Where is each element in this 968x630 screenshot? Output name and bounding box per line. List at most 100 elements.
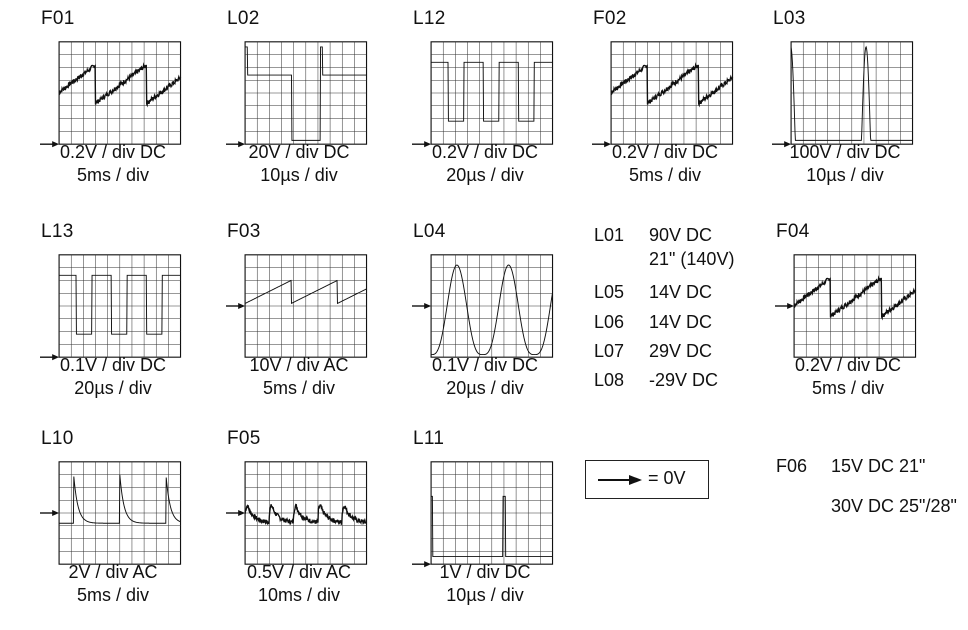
graticule bbox=[430, 461, 554, 565]
legend-text: = 0V bbox=[648, 468, 686, 488]
dc-value: 14V DC bbox=[649, 282, 713, 302]
zero-level-arrow-icon bbox=[592, 141, 612, 148]
graticule bbox=[790, 41, 914, 145]
graticule bbox=[793, 254, 917, 358]
volts-per-div: 0.1V / div DC bbox=[431, 355, 539, 375]
dc-id: L05 bbox=[594, 282, 625, 302]
waveform-trace bbox=[58, 62, 182, 108]
zero-level-arrow-icon bbox=[412, 141, 432, 148]
time-per-div: 20µs / div bbox=[446, 378, 524, 398]
scope-label: L12 bbox=[413, 8, 446, 29]
time-per-div: 20µs / div bbox=[74, 378, 152, 398]
graticule bbox=[244, 254, 368, 358]
scope-label: L03 bbox=[773, 8, 806, 29]
waveform-trace bbox=[59, 474, 181, 524]
scope-label: L04 bbox=[413, 221, 446, 242]
arrow-right-icon bbox=[598, 475, 642, 485]
volts-per-div: 20V / div DC bbox=[248, 142, 350, 162]
volts-per-div: 0.2V / div DC bbox=[611, 142, 719, 162]
dc-value: 29V DC bbox=[649, 341, 713, 361]
time-per-div: 10µs / div bbox=[446, 585, 524, 605]
oscilloscope-screen bbox=[412, 254, 554, 358]
dc-id: L06 bbox=[594, 312, 625, 332]
waveform-trace bbox=[610, 62, 734, 108]
scope-l13: L13 0.1V / div DC 20µs / div bbox=[40, 221, 240, 423]
scope-label: L13 bbox=[41, 221, 74, 242]
scope-f05: F05 0.5V / div AC 10ms / div bbox=[226, 428, 426, 630]
waveform-trace bbox=[245, 46, 367, 141]
scope-l12: L12 0.2V / div DC 20µs / div bbox=[412, 8, 612, 210]
zero-level-arrow-icon bbox=[226, 302, 246, 310]
oscilloscope-screen bbox=[40, 461, 182, 565]
waveform-trace bbox=[790, 45, 913, 141]
volts-per-div: 1V / div DC bbox=[439, 562, 531, 582]
scope-f03: F03 10V / div AC 5ms / div bbox=[226, 221, 426, 423]
dc-value: 21" (140V) bbox=[649, 249, 735, 269]
oscilloscope-screen bbox=[775, 254, 917, 358]
time-per-div: 5ms / div bbox=[628, 165, 702, 185]
scope-label: L02 bbox=[227, 8, 260, 29]
time-per-div: 10µs / div bbox=[806, 165, 884, 185]
waveform-trace bbox=[244, 279, 367, 305]
volts-per-div: 100V / div DC bbox=[789, 142, 901, 162]
volts-per-div: 10V / div AC bbox=[249, 355, 349, 375]
oscilloscope-screen bbox=[40, 41, 182, 148]
zero-level-arrow-icon bbox=[226, 509, 246, 517]
scope-f04: F04 0.2V / div DC 5ms / div bbox=[775, 221, 968, 423]
f06-value-21: 15V DC 21" bbox=[831, 456, 926, 476]
zero-level-arrow-icon bbox=[226, 141, 246, 148]
f06-value-25-28: 30V DC 25"/28" bbox=[831, 496, 957, 516]
zero-level-arrow-icon bbox=[40, 354, 60, 361]
time-per-div: 10ms / div bbox=[257, 585, 341, 605]
scope-label: F03 bbox=[227, 221, 261, 242]
scope-label: F04 bbox=[776, 221, 810, 242]
graticule bbox=[430, 254, 554, 358]
scope-l03: L03 100V / div DC 10µs / div bbox=[772, 8, 968, 210]
zero-level-arrow-icon bbox=[40, 509, 60, 517]
volts-per-div: 2V / div AC bbox=[68, 562, 158, 582]
scope-l10: L10 2V / div AC 5ms / div bbox=[40, 428, 240, 630]
time-per-div: 5ms / div bbox=[811, 378, 885, 398]
graticule bbox=[430, 41, 554, 145]
scope-label: L11 bbox=[413, 428, 445, 449]
zero-level-arrow-icon bbox=[772, 141, 792, 148]
oscilloscope-screen bbox=[592, 41, 734, 148]
f06-id: F06 bbox=[776, 456, 808, 476]
time-per-div: 5ms / div bbox=[76, 165, 150, 185]
scope-label: F05 bbox=[227, 428, 261, 449]
volts-per-div: 0.2V / div DC bbox=[59, 142, 167, 162]
dc-value: -29V DC bbox=[649, 370, 719, 390]
oscilloscope-screen bbox=[226, 254, 368, 358]
graticule bbox=[244, 41, 368, 145]
scope-label: L10 bbox=[41, 428, 74, 449]
zero-volt-legend: = 0V bbox=[585, 460, 709, 499]
volts-per-div: 0.5V / div AC bbox=[246, 562, 352, 582]
scope-label: F01 bbox=[41, 8, 75, 29]
waveform-trace bbox=[431, 61, 553, 122]
graticule bbox=[58, 254, 182, 358]
volts-per-div: 0.2V / div DC bbox=[431, 142, 539, 162]
scope-f02: F02 0.2V / div DC 5ms / div bbox=[592, 8, 792, 210]
waveform-trace bbox=[431, 264, 554, 356]
dc-id: L01 bbox=[594, 225, 625, 245]
dc-value: 14V DC bbox=[649, 312, 713, 332]
waveform-trace bbox=[59, 274, 181, 335]
oscilloscope-screen bbox=[226, 461, 368, 565]
scope-l11: L11 1V / div DC 10µs / div bbox=[412, 428, 612, 630]
oscilloscope-screen bbox=[772, 41, 914, 148]
scope-f01: F01 0.2V / div DC 5ms / div bbox=[40, 8, 240, 210]
oscilloscope-screen bbox=[226, 41, 368, 148]
oscilloscope-screen bbox=[40, 254, 182, 361]
zero-level-arrow-icon bbox=[412, 302, 432, 310]
volts-per-div: 0.1V / div DC bbox=[59, 355, 167, 375]
dc-id: L07 bbox=[594, 341, 625, 361]
time-per-div: 5ms / div bbox=[262, 378, 336, 398]
waveform-trace bbox=[793, 275, 917, 321]
volts-per-div: 0.2V / div DC bbox=[794, 355, 902, 375]
oscilloscope-screen bbox=[412, 461, 554, 568]
scope-label: F02 bbox=[593, 8, 627, 29]
time-per-div: 5ms / div bbox=[76, 585, 150, 605]
time-per-div: 10µs / div bbox=[260, 165, 338, 185]
scope-l04: L04 0.1V / div DC 20µs / div bbox=[412, 221, 612, 423]
dc-id: L08 bbox=[594, 370, 625, 390]
